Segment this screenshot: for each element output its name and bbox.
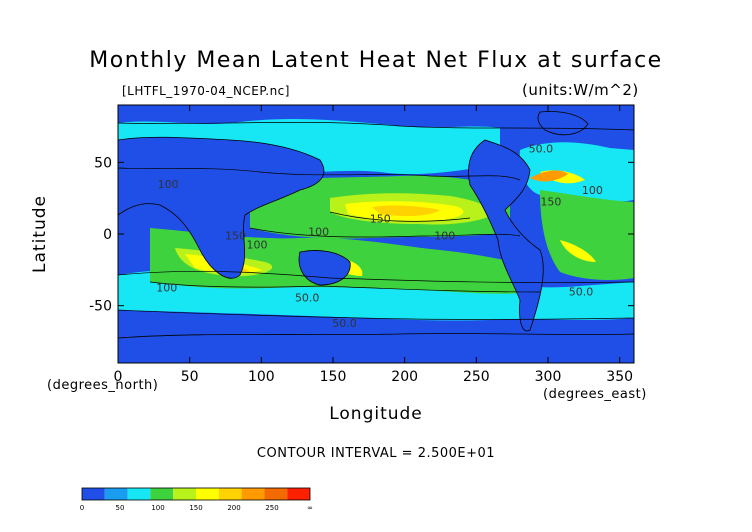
y-tick-label: 0 bbox=[103, 227, 112, 243]
contour-label: 50.0 bbox=[295, 291, 320, 304]
colorbar-swatch bbox=[218, 488, 242, 500]
field-band-atlantic-north bbox=[519, 142, 634, 203]
x-tick-label: 300 bbox=[535, 369, 562, 385]
colorbar-swatch bbox=[82, 488, 105, 500]
contour-label: 150 bbox=[370, 213, 391, 226]
contour-label: 150 bbox=[225, 230, 246, 243]
colorbar-tick-label: 150 bbox=[189, 504, 202, 512]
file-label: [LHTFL_1970-04_NCEP.nc] bbox=[122, 84, 290, 98]
contour-label: 100 bbox=[308, 225, 329, 238]
y-tick-label: 50 bbox=[94, 155, 112, 171]
x-tick-label: 150 bbox=[320, 369, 347, 385]
field-band-atlantic bbox=[540, 190, 634, 280]
land-americas bbox=[468, 139, 544, 332]
contour-interval-text: CONTOUR INTERVAL = 2.500E+01 bbox=[256, 446, 496, 461]
chart-title: Monthly Mean Latent Heat Net Flux at sur… bbox=[89, 48, 663, 73]
contour-label: 50.0 bbox=[569, 286, 594, 299]
colorbar-swatch bbox=[196, 488, 219, 500]
x-tick-label: 50 bbox=[181, 369, 199, 385]
units-label: (units:W/m^2) bbox=[522, 81, 639, 99]
colorbar-swatch bbox=[173, 488, 196, 500]
colorbar-tick-label: 100 bbox=[151, 504, 164, 512]
field-core-orange-gulf-stream bbox=[530, 170, 568, 182]
colorbar-tick-label: 200 bbox=[227, 504, 240, 512]
colorbar-tick-label: 250 bbox=[265, 504, 278, 512]
x-unit-label: (degrees_east) bbox=[543, 387, 647, 402]
contour-label: 50.0 bbox=[332, 317, 357, 330]
colorbar-tick-label: 0 bbox=[80, 504, 84, 512]
contour-label: 100 bbox=[582, 184, 603, 197]
land-africa-eurasia bbox=[118, 136, 325, 279]
colorbar-tick-label: ∞ bbox=[307, 504, 313, 512]
field-core-orange-north-pacific bbox=[372, 205, 440, 217]
colorbar-frame bbox=[81, 487, 311, 501]
colorbar-group: 0 50 100 150 200 250 ∞ bbox=[80, 487, 313, 512]
y-tick-label: -50 bbox=[89, 299, 112, 315]
x-tick-label: 0 bbox=[114, 369, 123, 385]
colorbar-swatch bbox=[150, 488, 174, 500]
land-greenland bbox=[537, 111, 589, 136]
contour-label: 150 bbox=[540, 195, 561, 208]
x-tick-label: 100 bbox=[248, 369, 275, 385]
colorbar-tick-label: 50 bbox=[116, 504, 125, 512]
colorbar-swatch bbox=[104, 488, 128, 500]
contour-label: 100 bbox=[158, 178, 179, 191]
x-tick-label: 350 bbox=[606, 369, 633, 385]
contour-label: 100 bbox=[156, 281, 177, 294]
contour-lines bbox=[118, 121, 634, 320]
x-tick-label: 250 bbox=[463, 369, 490, 385]
colorbar-swatch bbox=[127, 488, 151, 500]
x-tick-label: 200 bbox=[391, 369, 418, 385]
colorbar-swatch bbox=[241, 488, 265, 500]
colorbar-swatch bbox=[264, 488, 288, 500]
contour-label: 100 bbox=[434, 230, 455, 243]
y-unit-label: (degrees_north) bbox=[47, 378, 159, 393]
map-field bbox=[118, 105, 634, 363]
contour-label: 100 bbox=[247, 238, 268, 251]
colorbar-swatch bbox=[287, 488, 310, 500]
x-axis-label: Longitude bbox=[329, 404, 423, 424]
contour-label: 50.0 bbox=[529, 142, 554, 155]
land-antarctica bbox=[118, 333, 634, 363]
field-core-yellow-sw-atlantic bbox=[560, 240, 596, 262]
